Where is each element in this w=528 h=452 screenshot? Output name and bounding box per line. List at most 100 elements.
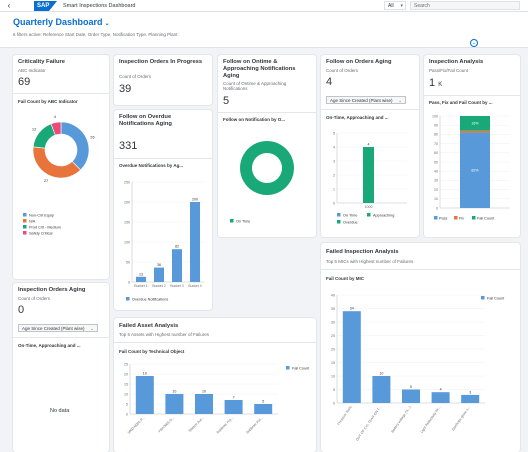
stack-fix (460, 130, 490, 133)
bar-data-label: 4 (368, 143, 370, 147)
pass-y-tick: 30 (434, 179, 438, 183)
pass-y-tick: 40 (434, 170, 438, 174)
inspection-orders-aging-card[interactable]: Inspection Orders Aging Count of Orders … (13, 283, 109, 452)
orders-y-tick: 4 (333, 145, 335, 149)
legend-swatch (230, 219, 234, 223)
bar-mic-1 (342, 311, 361, 403)
shell-bar: ‹ SAP Smart Inspections Dashboard All ▾ S… (0, 0, 528, 12)
no-data-message: No data (50, 408, 70, 414)
bar-bucket-4 (190, 202, 200, 282)
chart-title: Fail Count by Technical Object (119, 349, 185, 354)
mic-y-tick: 15 (331, 361, 335, 365)
divider (218, 112, 316, 113)
card-subtitle: Count of Orders (119, 74, 152, 79)
chart-title: On-Time, Approaching and ... (326, 115, 389, 120)
asset-y-tick: 25 (124, 362, 128, 366)
overdue-notifications-card[interactable]: Follow on Overdue Notifications Aging 33… (114, 110, 212, 310)
dashboard-header: Quarterly Dashboard ⌄ 6 filters active: R… (0, 12, 528, 48)
legend-label: Safety Critical (29, 231, 53, 235)
legend-swatch (23, 213, 27, 217)
bar-mic-2 (372, 376, 391, 403)
failed-asset-analysis-card[interactable]: Failed Asset Analysis Top 5 Assets with … (114, 318, 316, 452)
x-tick-label: Bucket 3 (170, 284, 183, 288)
card-title: Follow on Ontime & Approaching Notificat… (223, 59, 296, 79)
ontime-approaching-card[interactable]: Follow on Ontime & Approaching Notificat… (218, 55, 316, 237)
bar-data-label: 19 (143, 372, 147, 376)
bar-data-label: 5 (262, 400, 264, 404)
stack-pass (460, 132, 490, 208)
orders-y-tick: 0 (333, 201, 335, 205)
pie-slice-prod-crit-medium (32, 123, 56, 149)
legend-swatch (454, 216, 458, 220)
pass-y-tick: 50 (434, 160, 438, 164)
mic-y-tick: 25 (331, 334, 335, 338)
legend-swatch (23, 231, 27, 235)
abc-donut-chart: 26 27 12 4 Non-Crit Equip N/A Prod Crit - Medi… (23, 114, 95, 235)
overdue-y-tick: 100 (124, 240, 130, 244)
sap-logo[interactable]: SAP (34, 1, 57, 11)
orders-in-progress-card[interactable]: Inspection Orders In Progress Count of O… (114, 55, 212, 105)
asset-y-tick: 5 (126, 402, 128, 406)
asset-y-tick: 20 (124, 372, 128, 376)
bar-asset-4 (224, 400, 243, 414)
pass-fix-fail-stacked-chart: 0 10 20 30 40 50 60 70 80 90 100 82% 16% Pass Fix Fail … (432, 114, 510, 220)
collapse-header-icon[interactable]: ⌄ (470, 39, 478, 47)
failed-asset-bar-chart: 0 5 10 15 20 25 19 1000-N001-P... 10 FIM-0001-S..… (124, 362, 310, 434)
pass-y-tick: 70 (434, 142, 438, 146)
chart-title: Follow on Notification by O... (223, 117, 285, 122)
x-tick-label: 1000 (365, 205, 373, 209)
search-scope-select[interactable]: All ▾ (384, 1, 406, 10)
stack-data-label: 82% (471, 169, 479, 173)
legend-label: Overdue Notifications (132, 297, 168, 301)
kpi-value: 4 (326, 76, 333, 88)
legend-swatch (23, 225, 27, 229)
chart-title: On-Time, Approaching and ... (18, 343, 81, 348)
chart-title: Pass, Fix and Fail Count by ... (429, 100, 493, 105)
card-subtitle: Top 5 Assets with Highest number of Fail… (119, 332, 210, 337)
legend-label: Pass (439, 216, 448, 220)
search-input[interactable]: Search (410, 1, 520, 10)
asset-y-tick: 15 (124, 382, 128, 386)
card-title: Criticality Failure (18, 59, 66, 65)
bar-data-label: 10 (202, 390, 206, 394)
inspection-analysis-card[interactable]: Inspection Analysis Pass/Fix/Fail Count … (424, 55, 520, 237)
legend-label: Non-Crit Equip (29, 213, 54, 217)
pie-data-label: 26 (90, 135, 95, 140)
back-arrow-icon[interactable]: ‹ (7, 1, 11, 10)
chevron-down-icon: ⌄ (398, 98, 402, 103)
overdue-y-tick: 150 (124, 220, 130, 224)
age-since-created-select[interactable]: Age Since Created (Plant wise) ⌄ (18, 324, 98, 332)
overdue-y-tick: 200 (124, 200, 130, 204)
dashboard-title-select[interactable]: Quarterly Dashboard ⌄ (13, 17, 110, 27)
legend-label: Prod Crit - Medium (29, 225, 61, 229)
x-tick-label: OUT OF CYL TEAR ON T... (355, 405, 382, 441)
legend-label: Approaching (373, 213, 394, 217)
pie-slice-safety-critical (50, 121, 62, 136)
bar-bucket-1 (136, 276, 146, 282)
legend-label: Fail Count (487, 296, 505, 300)
chevron-down-icon: ⌄ (90, 326, 94, 331)
failed-inspection-analysis-card[interactable]: Failed Inspection Analysis Top 5 MICs wi… (321, 243, 520, 452)
card-title: Inspection Analysis (429, 59, 484, 65)
follow-on-orders-aging-card[interactable]: Follow on Orders Aging Count of Orders 4… (321, 55, 419, 237)
bar-asset-5 (254, 404, 273, 414)
bar-data-label: 3 (469, 390, 471, 394)
chart-title: Fail Count by ABC Indicator (18, 99, 78, 104)
card-subtitle: Count of Ontime & Approaching Notificati… (223, 81, 287, 91)
kpi-value: 331 (119, 140, 138, 152)
stack-fail-count (460, 116, 490, 131)
x-tick-label: Stanhope glove e... (451, 405, 471, 431)
mic-y-tick: 5 (333, 388, 335, 392)
divider (114, 158, 212, 159)
pass-y-tick: 90 (434, 124, 438, 128)
age-since-created-select[interactable]: Age Since Created (Plant wise) ⌄ (326, 96, 406, 104)
legend-swatch (337, 213, 341, 217)
legend-swatch (481, 296, 485, 300)
chart-title: Overdue Notifications by Ag... (119, 163, 184, 168)
bar-bucket-2 (154, 267, 164, 282)
pie-data-label: 27 (44, 178, 49, 183)
bar-data-label: 10 (379, 372, 383, 376)
criticality-failure-card[interactable]: Criticality Failure ABC Indicator 69 Fai… (13, 55, 109, 279)
card-subtitle: Count of Orders (326, 68, 359, 73)
